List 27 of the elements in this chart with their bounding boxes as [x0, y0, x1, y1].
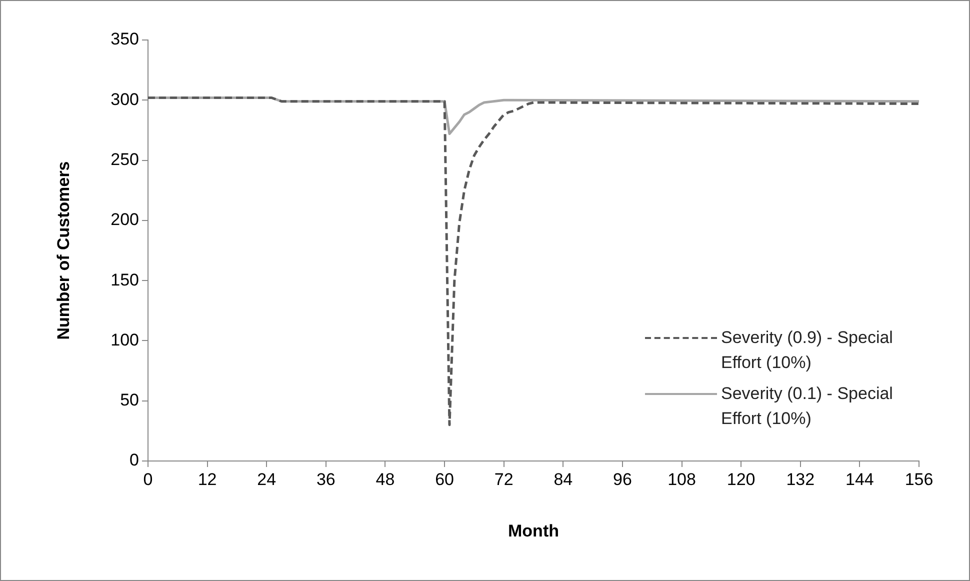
x-tick-label: 156 — [904, 470, 934, 489]
y-tick-label: 300 — [110, 90, 139, 109]
x-tick-label: 12 — [198, 470, 217, 489]
y-tick-label: 250 — [110, 150, 139, 169]
x-tick-label: 72 — [494, 470, 514, 489]
x-tick-label: 120 — [726, 470, 756, 489]
x-tick-label: 0 — [143, 470, 153, 489]
x-tick-label: 84 — [554, 470, 573, 489]
y-tick-label: 0 — [130, 450, 139, 470]
y-axis-title: Number of Customers — [54, 161, 73, 340]
y-tick-label: 350 — [110, 30, 139, 49]
line-series — [148, 96, 919, 426]
x-tick-label: 36 — [316, 470, 336, 489]
y-tick-label: 200 — [110, 210, 139, 230]
x-tick-label: 60 — [435, 470, 454, 489]
legend-label: Severity (0.1) - Special Effort (10%) — [721, 383, 894, 430]
x-tick-label: 48 — [376, 470, 395, 489]
x-tick-label: 24 — [257, 470, 276, 489]
x-tick-label: 132 — [786, 470, 815, 489]
legend-label: Severity (0.9) - Special Effort (10%) — [721, 327, 894, 374]
y-tick-label: 50 — [120, 390, 139, 410]
x-axis-title: Month — [508, 521, 559, 540]
y-tick-label: 100 — [110, 330, 139, 350]
x-tick-label: 108 — [668, 470, 696, 489]
y-tick-label: 150 — [110, 270, 139, 290]
x-tick-label: 144 — [846, 470, 874, 489]
x-tick-label: 96 — [613, 470, 632, 489]
